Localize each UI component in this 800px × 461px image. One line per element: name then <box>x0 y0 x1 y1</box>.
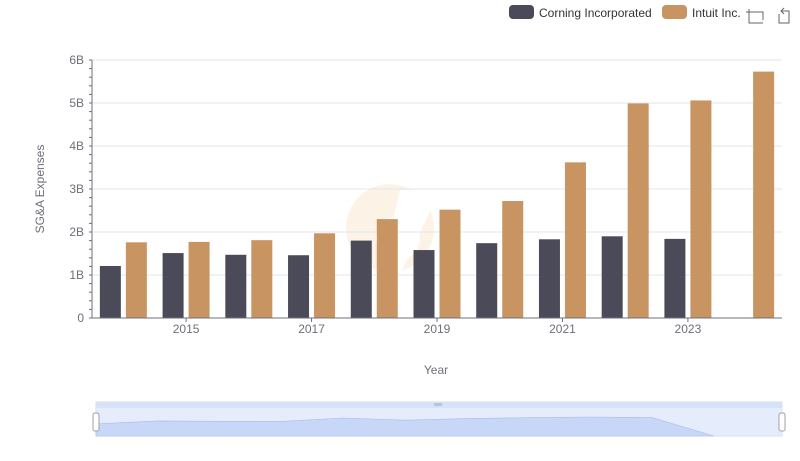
x-axis-title: Year <box>424 363 448 377</box>
bar-intuit-2021[interactable] <box>564 162 586 318</box>
bar-corning-2014[interactable] <box>99 265 121 318</box>
x-axis: 2015 2017 2019 2021 2023 <box>92 317 782 336</box>
bar-intuit-2015[interactable] <box>188 241 210 318</box>
bar-intuit-2024[interactable] <box>753 71 775 318</box>
legend-item-corning[interactable]: Corning Incorporated <box>509 5 652 20</box>
bar-intuit-2020[interactable] <box>502 201 524 318</box>
zoom-select-icon[interactable] <box>746 9 764 24</box>
bar-intuit-2019[interactable] <box>439 209 461 318</box>
legend-swatch-corning <box>509 5 534 19</box>
slider-preview-area <box>95 416 715 437</box>
x-tick-label: 2017 <box>298 322 325 336</box>
bar-intuit-2016[interactable] <box>251 240 273 318</box>
y-tick-label: 5B <box>69 96 84 110</box>
data-zoom-slider[interactable] <box>92 401 786 437</box>
bar-corning-2023[interactable] <box>664 238 686 318</box>
y-tick-label: 0 <box>77 311 84 325</box>
bar-corning-2017[interactable] <box>288 255 310 318</box>
x-tick-label: 2015 <box>173 322 200 336</box>
legend: Corning Incorporated Intuit Inc. <box>509 5 741 20</box>
bar-intuit-2014[interactable] <box>125 242 147 318</box>
bar-corning-2015[interactable] <box>162 253 184 318</box>
y-axis-title: SG&A Expenses <box>33 145 47 234</box>
legend-swatch-intuit <box>662 5 687 19</box>
bars <box>99 71 775 319</box>
x-tick-label: 2023 <box>675 322 702 336</box>
slider-handle-left[interactable] <box>92 412 100 432</box>
legend-label-corning: Corning Incorporated <box>539 6 652 20</box>
bar-corning-2021[interactable] <box>538 239 560 318</box>
slider-top-grip[interactable] <box>434 403 442 406</box>
y-tick-label: 2B <box>69 225 84 239</box>
slider-handle-right[interactable] <box>778 412 786 432</box>
bar-corning-2022[interactable] <box>601 236 623 318</box>
y-tick-label: 1B <box>69 268 84 282</box>
y-axis: 0 1B 2B 3B 4B 5B 6B <box>69 53 93 325</box>
bar-intuit-2018[interactable] <box>376 219 398 318</box>
zoom-reset-icon[interactable] <box>778 7 790 24</box>
y-tick-label: 6B <box>69 53 84 67</box>
bar-intuit-2017[interactable] <box>314 233 336 318</box>
y-tick-label: 3B <box>69 182 84 196</box>
legend-item-intuit[interactable]: Intuit Inc. <box>662 5 741 20</box>
bar-corning-2018[interactable] <box>350 240 372 318</box>
bar-intuit-2022[interactable] <box>627 103 649 319</box>
x-tick-label: 2021 <box>549 322 576 336</box>
bar-corning-2016[interactable] <box>225 254 247 318</box>
legend-label-intuit: Intuit Inc. <box>692 6 741 20</box>
x-tick-label: 2019 <box>424 322 451 336</box>
bar-corning-2020[interactable] <box>476 243 498 318</box>
y-tick-label: 4B <box>69 139 84 153</box>
bar-intuit-2023[interactable] <box>690 100 712 318</box>
bar-corning-2019[interactable] <box>413 250 435 318</box>
